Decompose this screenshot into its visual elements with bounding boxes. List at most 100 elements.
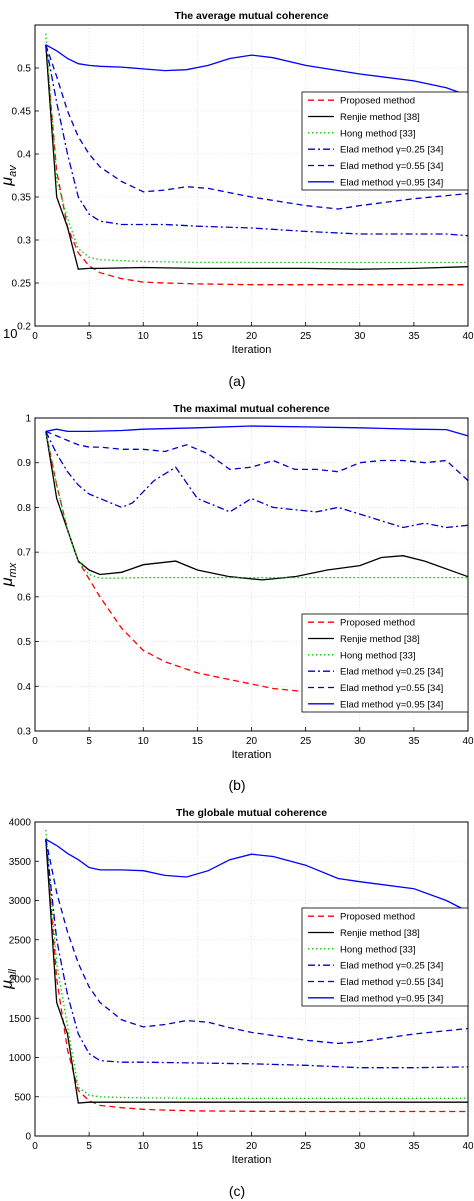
series-line — [45, 44, 469, 237]
legend-entry: Elad method γ=0.55 [34] — [340, 683, 443, 694]
y-tick-label: 500 — [14, 1092, 31, 1103]
y-axis-label: μmx — [0, 562, 19, 587]
y-tick-label: 0.25 — [12, 279, 32, 290]
x-tick-label: 10 — [138, 736, 150, 747]
legend-entry: Elad method γ=0.95 [34] — [340, 699, 443, 710]
y-tick-label: 1000 — [9, 1053, 32, 1064]
x-tick-label: 0 — [32, 331, 38, 342]
legend-entry: Renjie method [38] — [340, 634, 420, 645]
y-tick-label: 0 — [25, 1132, 31, 1143]
stray-label: 10 — [3, 326, 17, 341]
x-tick-label: 0 — [32, 736, 38, 747]
series-line — [45, 838, 469, 913]
y-axis-label: μav — [0, 164, 19, 187]
x-axis-label: Iteration — [232, 749, 272, 761]
series-line — [45, 33, 468, 264]
y-tick-label: 0.9 — [17, 458, 31, 469]
x-tick-label: 15 — [192, 331, 204, 342]
x-tick-label: 20 — [246, 1141, 258, 1152]
legend-entry: Renjie method [38] — [340, 928, 420, 939]
y-tick-label: 0.3 — [17, 727, 31, 738]
x-axis-label: Iteration — [232, 1154, 272, 1166]
chart-3: 0 5 10 15 20 25 30 35 40 0 500 1000 1500 2000 2500 3000… — [0, 807, 474, 1199]
x-tick-label: 20 — [246, 331, 258, 342]
series-line — [45, 425, 469, 437]
y-tick-label: 0.7 — [17, 548, 31, 559]
y-tick-label: 2500 — [9, 935, 32, 946]
x-tick-label: 25 — [300, 736, 312, 747]
legend-box — [301, 91, 469, 191]
x-tick-label: 5 — [86, 736, 92, 747]
x-tick-label: 15 — [192, 1141, 204, 1152]
y-tick-label: 0.6 — [17, 592, 31, 603]
series-line — [45, 44, 469, 270]
y-tick-label: 3000 — [9, 896, 32, 907]
series-line — [45, 839, 469, 1069]
legend: Proposed method Renjie method [38] Hong me… — [301, 907, 469, 1007]
axes-frame — [34, 417, 469, 732]
legend-entry: Proposed method — [340, 618, 415, 629]
legend-entry: Elad method γ=0.55 [34] — [340, 161, 443, 172]
legend-entry: Elad method γ=0.95 [34] — [340, 177, 443, 188]
caption: (a) — [228, 373, 245, 389]
caption: (c) — [229, 1183, 245, 1199]
x-tick-label: 40 — [462, 1141, 474, 1152]
x-tick-label: 35 — [408, 331, 420, 342]
chart-1: 0 5 10 15 20 25 30 35 40 0.2 0.25 0.3 0.35 0.4 0.45 0.5… — [0, 10, 474, 389]
series-line — [45, 839, 468, 1113]
series-line — [45, 430, 469, 482]
chart-title: The average mutual coherence — [174, 10, 328, 22]
y-tick-label: 0.4 — [17, 150, 31, 161]
y-tick-label: 1 — [25, 414, 31, 425]
legend-entry: Elad method γ=0.95 [34] — [340, 993, 443, 1004]
x-tick-label: 30 — [354, 1141, 366, 1152]
x-tick-label: 40 — [462, 736, 474, 747]
chart-title: The globale mutual coherence — [176, 807, 327, 819]
chart-title: The maximal mutual coherence — [173, 403, 330, 415]
caption: (b) — [228, 777, 245, 793]
y-tick-label: 0.35 — [12, 193, 32, 204]
y-tick-label: 0.3 — [17, 236, 31, 247]
series-line — [45, 431, 468, 579]
legend-entry: Proposed method — [340, 912, 415, 923]
chart-2: 0 5 10 15 20 25 30 35 40 0.3 0.4 0.5 0.6 0.7 0.8 0.9 1 Th… — [0, 403, 474, 793]
legend-entry: Elad method γ=0.25 [34] — [340, 145, 443, 156]
series-line — [45, 829, 468, 1099]
y-tick-label: 4000 — [9, 818, 32, 829]
x-tick-label: 30 — [354, 736, 366, 747]
y-tick-label: 0.5 — [17, 637, 31, 648]
x-tick-label: 40 — [462, 331, 474, 342]
y-axis-label: μall — [0, 969, 19, 990]
x-tick-label: 35 — [408, 736, 420, 747]
y-tick-label: 0.45 — [12, 107, 32, 118]
legend-entry: Hong method [33] — [340, 650, 416, 661]
y-tick-label: 0.8 — [17, 503, 31, 514]
legend-entry: Hong method [33] — [340, 128, 416, 139]
x-tick-label: 10 — [138, 331, 150, 342]
legend-entry: Renjie method [38] — [340, 112, 420, 123]
x-axis-label: Iteration — [232, 344, 272, 356]
y-tick-label: 0.2 — [17, 322, 31, 333]
series-line — [45, 839, 469, 1045]
x-tick-label: 35 — [408, 1141, 420, 1152]
legend-entry: Elad method γ=0.25 [34] — [340, 667, 443, 678]
x-tick-label: 5 — [86, 331, 92, 342]
legend-entry: Proposed method — [340, 96, 415, 107]
x-tick-label: 25 — [300, 1141, 312, 1152]
x-tick-label: 20 — [246, 736, 258, 747]
legend-box — [301, 613, 469, 713]
y-tick-label: 1500 — [9, 1014, 32, 1025]
x-tick-label: 5 — [86, 1141, 92, 1152]
series-line — [45, 44, 469, 210]
legend-entry: Hong method [33] — [340, 944, 416, 955]
y-tick-label: 0.5 — [17, 64, 31, 75]
series-line — [45, 44, 469, 97]
x-tick-label: 15 — [192, 736, 204, 747]
x-tick-label: 10 — [138, 1141, 150, 1152]
x-tick-label: 0 — [32, 1141, 38, 1152]
x-tick-label: 30 — [354, 331, 366, 342]
y-tick-label: 2000 — [9, 975, 32, 986]
legend-box — [301, 907, 469, 1007]
series-line — [45, 839, 468, 1104]
